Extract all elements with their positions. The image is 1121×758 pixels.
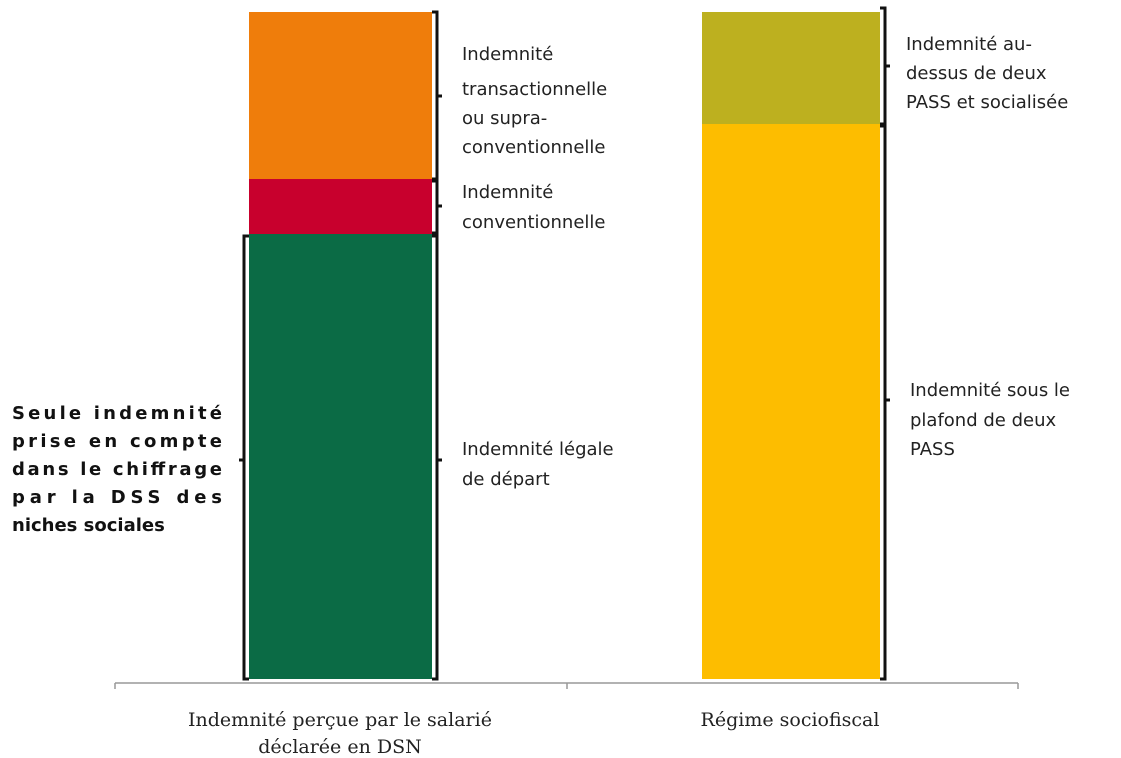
bracket: [432, 234, 442, 681]
segment-label: Indemnité: [462, 44, 553, 65]
annotation: prise en compte: [12, 431, 222, 452]
segment-label: Indemnité sous le: [910, 380, 1070, 401]
segment-label: PASS et socialisée: [906, 92, 1068, 113]
annotation: dans le chiffrage: [12, 459, 222, 480]
segment-label: Indemnité: [462, 182, 553, 203]
category-label: Régime sociofiscal: [701, 709, 880, 731]
category-label: Indemnité perçue par le salarié: [188, 709, 492, 731]
segment-conventional: [249, 179, 432, 234]
bracket: [432, 10, 442, 181]
segment-label: conventionnelle: [462, 212, 606, 233]
axis-line: [114, 682, 1019, 689]
bracket: [880, 6, 890, 126]
annotation: niches sociales: [12, 515, 165, 536]
segment-label: conventionnelle: [462, 137, 606, 158]
segment-label: Indemnité au-: [906, 34, 1032, 55]
segment-transactional: [249, 12, 432, 179]
segment-below-pass: [702, 124, 880, 679]
bracket: [880, 124, 890, 681]
segment-label: dessus de deux: [906, 63, 1047, 84]
segment-label: ou supra-: [462, 108, 547, 129]
bracket: [432, 179, 442, 235]
annotation: Seule indemnité: [12, 403, 222, 424]
segment-legal: [249, 234, 432, 679]
segment-label: de départ: [462, 469, 550, 490]
segment-label: Indemnité légale: [462, 439, 614, 460]
annotation: par la DSS des: [12, 487, 222, 508]
segment-above-pass: [702, 12, 880, 124]
bracket: [239, 234, 249, 681]
segment-label: plafond de deux: [910, 410, 1056, 431]
segment-label: transactionnelle: [462, 79, 607, 100]
segment-label: PASS: [910, 439, 955, 460]
category-label: déclarée en DSN: [258, 736, 421, 758]
